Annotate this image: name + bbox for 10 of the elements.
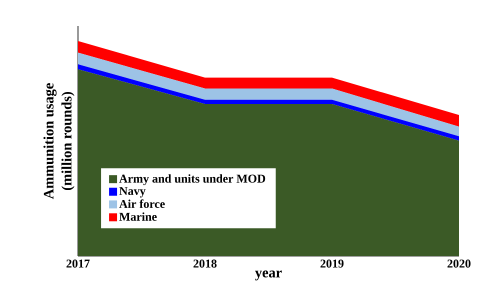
- legend-label: Air force: [119, 199, 165, 208]
- x-tick-label: 2017: [66, 260, 90, 268]
- legend-label: Army and units under MOD: [119, 174, 266, 186]
- x-tick-label: 2018: [194, 260, 217, 268]
- legend-label: Navy: [119, 187, 146, 198]
- legend-label: Marine: [119, 212, 157, 221]
- x-tick-label: 2019: [320, 260, 344, 268]
- x-axis-title: year: [255, 270, 282, 280]
- x-tick-label: 2020: [448, 260, 471, 268]
- y-axis-title: Ammunition usage (million rounds): [43, 83, 74, 200]
